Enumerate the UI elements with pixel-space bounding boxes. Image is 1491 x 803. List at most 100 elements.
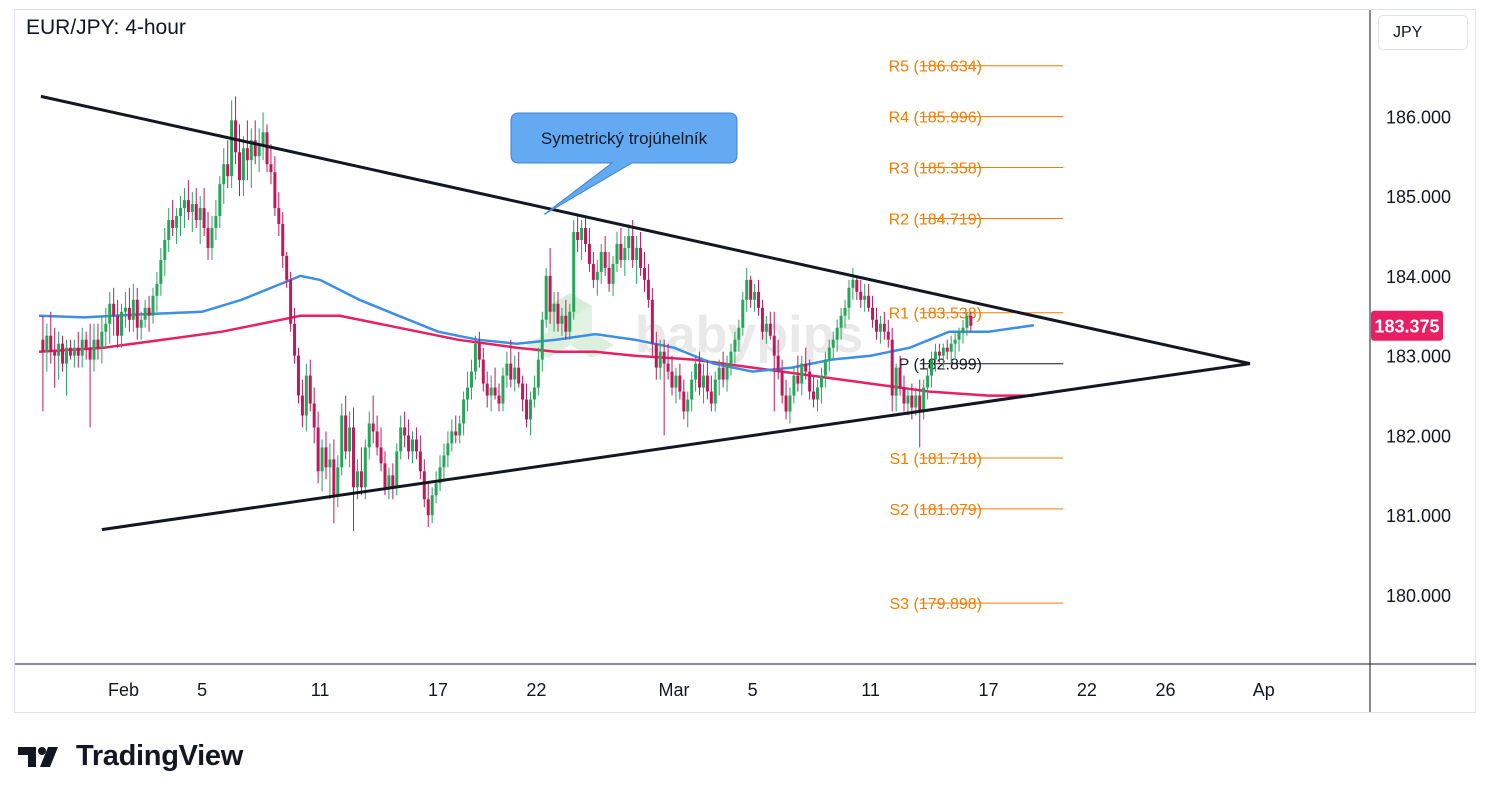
- currency-label[interactable]: JPY: [1378, 15, 1468, 50]
- candle-body-39: [194, 204, 198, 221]
- candle-body-120: [513, 367, 517, 380]
- candle-body-146: [615, 243, 619, 264]
- candle-body-115: [493, 387, 497, 396]
- candle-body-93: [407, 435, 411, 452]
- candle-body-148: [623, 247, 627, 260]
- x-tick-label-11: Ap: [1253, 680, 1275, 700]
- x-tick-label-10: 26: [1155, 680, 1175, 700]
- candle-body-43: [210, 228, 214, 248]
- candle-body-111: [477, 343, 481, 360]
- y-tick-label-5: 185.000: [1386, 187, 1451, 207]
- candle-body-89: [391, 475, 395, 488]
- candle-body-178: [741, 299, 745, 328]
- candle-body-64: [293, 323, 297, 356]
- candle-body-75: [336, 467, 340, 496]
- candle-body-189: [784, 395, 788, 412]
- candle-body-15: [100, 331, 104, 348]
- candle-body-51: [241, 148, 245, 181]
- candle-body-102: [442, 455, 446, 468]
- candle-body-100: [434, 483, 438, 496]
- candle-body-125: [532, 387, 536, 400]
- y-tick-label-3: 183.000: [1386, 347, 1451, 367]
- candle-body-3: [53, 351, 57, 356]
- candle-body-206: [851, 279, 855, 288]
- candle-body-50: [237, 152, 241, 181]
- trendline-upper: [40, 94, 1251, 366]
- candle-body-135: [572, 232, 576, 312]
- candle-body-139: [587, 243, 591, 264]
- candle-body-195: [808, 371, 812, 392]
- candle-body-101: [438, 467, 442, 484]
- candle-body-68: [308, 375, 312, 404]
- candle-body-72: [324, 447, 328, 468]
- candle-body-127: [540, 319, 544, 360]
- candle-body-107: [462, 399, 466, 424]
- candle-body-204: [843, 307, 847, 316]
- candle-body-23: [131, 299, 135, 320]
- candle-body-55: [257, 144, 261, 157]
- candle-body-17: [108, 303, 112, 324]
- candle-body-218: [898, 367, 902, 388]
- candle-body-200: [827, 347, 831, 360]
- candle-body-161: [674, 375, 678, 388]
- candle-body-219: [902, 387, 906, 404]
- candle-body-97: [422, 471, 426, 500]
- candle-body-40: [198, 208, 202, 221]
- candle-body-109: [469, 371, 473, 388]
- candle-body-91: [399, 427, 403, 452]
- candle-body-137: [580, 228, 584, 240]
- candle-body-123: [525, 399, 529, 420]
- pivot-label-0: R5 (186.634): [889, 59, 982, 76]
- candle-body-117: [501, 375, 505, 404]
- candle-body-44: [214, 216, 218, 229]
- candle-body-142: [599, 251, 603, 272]
- candle-body-87: [383, 463, 387, 488]
- candle-body-154: [646, 279, 650, 300]
- candle-body-11: [84, 339, 88, 348]
- candle-body-223: [918, 395, 922, 412]
- pattern-callout[interactable]: Symetrický trojúhelník: [510, 112, 738, 215]
- candle-body-133: [564, 315, 568, 332]
- candle-body-175: [729, 351, 733, 364]
- y-tick-label-0: 180.000: [1386, 586, 1451, 606]
- candle-body-52: [245, 148, 249, 161]
- ma-blue-line: [38, 274, 1034, 373]
- candle-body-45: [218, 184, 222, 217]
- candle-body-156: [654, 343, 658, 368]
- candle-body-12: [88, 347, 92, 360]
- x-tick-label-7: 11: [861, 680, 880, 700]
- candle-body-187: [776, 355, 780, 372]
- candle-body-60: [277, 208, 281, 225]
- candle-body-196: [812, 391, 816, 400]
- candle-body-58: [269, 164, 273, 173]
- candle-body-36: [182, 200, 186, 209]
- candle-body-185: [768, 323, 772, 336]
- candle-body-184: [764, 323, 768, 332]
- candle-body-214: [882, 323, 886, 332]
- candle-body-180: [749, 279, 753, 300]
- pivot-label-5: P (182.899): [899, 357, 982, 374]
- candle-body-112: [481, 359, 485, 384]
- candle-body-198: [819, 375, 823, 388]
- candle-body-227: [933, 351, 937, 360]
- candle-body-164: [686, 399, 690, 412]
- candle-body-174: [725, 363, 729, 380]
- candle-body-7: [68, 347, 72, 356]
- pivot-label-6: S1 (181.718): [889, 451, 982, 468]
- candle-body-150: [631, 235, 635, 260]
- candle-body-155: [650, 299, 654, 344]
- y-tick-label-6: 186.000: [1386, 107, 1451, 127]
- candle-body-19: [116, 315, 120, 336]
- x-tick-label-2: 11: [311, 680, 330, 700]
- candle-body-96: [418, 451, 422, 472]
- y-tick-label-2: 182.000: [1386, 426, 1451, 446]
- candle-body-131: [556, 303, 560, 324]
- candle-body-167: [698, 363, 702, 388]
- candle-body-41: [202, 208, 206, 229]
- candle-body-165: [690, 379, 694, 400]
- candle-body-126: [536, 359, 540, 388]
- tradingview-logo[interactable]: TradingView: [18, 740, 243, 773]
- candle-body-1: [45, 335, 49, 352]
- y-tick-label-4: 184.000: [1386, 267, 1451, 287]
